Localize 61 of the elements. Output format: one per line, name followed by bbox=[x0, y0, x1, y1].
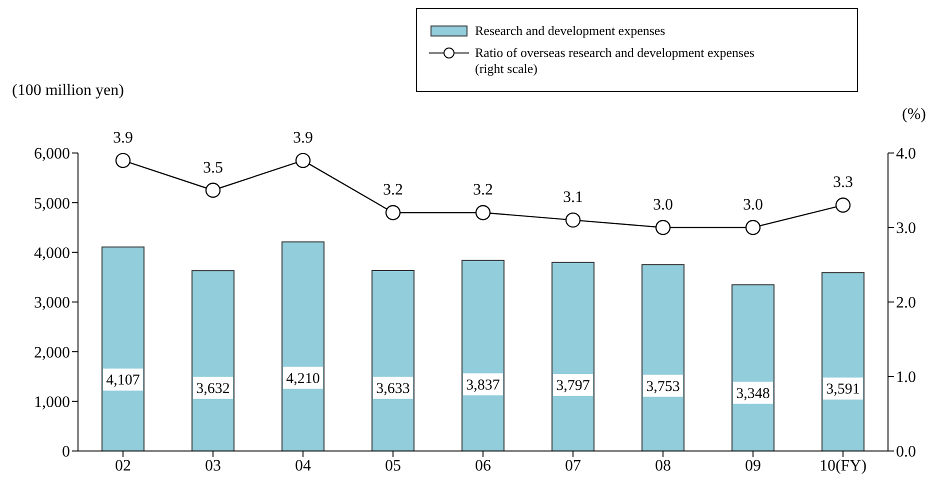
point bbox=[385, 205, 401, 220]
data-label: 3.5 bbox=[203, 159, 223, 176]
legend-label: Ratio of overseas research and development expenses (right scale) bbox=[475, 45, 756, 77]
data-label: 4,107 bbox=[106, 372, 140, 389]
y-tick-label: 2,000 bbox=[34, 344, 70, 362]
data-label: 3,753 bbox=[646, 378, 680, 395]
y-tick-label: 5,000 bbox=[34, 195, 70, 212]
point bbox=[835, 198, 851, 213]
data-label: 3,591 bbox=[826, 382, 860, 398]
data-label: 4,210 bbox=[286, 370, 320, 387]
x-tick-label: 05 bbox=[385, 457, 401, 474]
bar bbox=[102, 246, 144, 451]
legend-label: Research and development expenses bbox=[475, 23, 666, 39]
data-label: 3,837 bbox=[466, 377, 500, 394]
data-label: 3,632 bbox=[196, 380, 230, 397]
y2-axis-title: (%) bbox=[902, 106, 926, 124]
point bbox=[475, 205, 491, 220]
data-label: 3.9 bbox=[293, 129, 313, 146]
y2-tick-label: 0.0 bbox=[896, 444, 916, 461]
bar bbox=[822, 272, 864, 451]
bar bbox=[282, 241, 324, 451]
point bbox=[295, 153, 311, 168]
y2-tick-label: 4.0 bbox=[896, 146, 916, 163]
y2-tick-label: 2.0 bbox=[896, 294, 916, 312]
data-label: 3.2 bbox=[473, 182, 493, 199]
point bbox=[115, 153, 131, 168]
data-label: 3.9 bbox=[113, 129, 133, 146]
x-tick-label: 06 bbox=[475, 457, 491, 474]
point bbox=[565, 212, 581, 228]
x-tick-label: 02 bbox=[115, 457, 131, 474]
bar bbox=[192, 270, 234, 451]
x-tick-label: 09 bbox=[745, 457, 761, 474]
x-tick-label: 03 bbox=[205, 457, 221, 474]
data-label: 3,348 bbox=[736, 386, 770, 402]
bar bbox=[552, 262, 594, 451]
bar bbox=[372, 270, 414, 451]
bar bbox=[462, 260, 504, 451]
x-tick-label: 08 bbox=[655, 457, 671, 474]
data-label: 3,797 bbox=[556, 378, 590, 394]
point bbox=[205, 182, 221, 198]
data-label: 3.0 bbox=[743, 196, 763, 214]
y-tick-label: 1,000 bbox=[34, 394, 70, 412]
y2-tick-label: 3.0 bbox=[896, 220, 916, 238]
x-tick-label: 10(FY) bbox=[819, 457, 867, 474]
data-label: 3.1 bbox=[563, 189, 583, 206]
data-label: 3.2 bbox=[383, 182, 403, 199]
x-tick-label: 07 bbox=[565, 457, 581, 474]
bar bbox=[642, 264, 684, 451]
x-tick-label: 04 bbox=[295, 457, 311, 474]
bar bbox=[732, 284, 774, 451]
point bbox=[745, 220, 761, 236]
y-axis-title: (100 million yen) bbox=[12, 82, 124, 100]
y2-tick-label: 1.0 bbox=[896, 369, 916, 386]
data-label: 3.3 bbox=[833, 174, 853, 192]
y-tick-label: 0 bbox=[62, 444, 70, 461]
y-tick-label: 4,000 bbox=[34, 245, 70, 262]
point bbox=[655, 220, 671, 236]
data-label: 3.0 bbox=[653, 196, 673, 214]
y-tick-label: 3,000 bbox=[34, 294, 70, 312]
data-label: 3,633 bbox=[376, 380, 410, 397]
y-tick-label: 6,000 bbox=[34, 146, 70, 163]
